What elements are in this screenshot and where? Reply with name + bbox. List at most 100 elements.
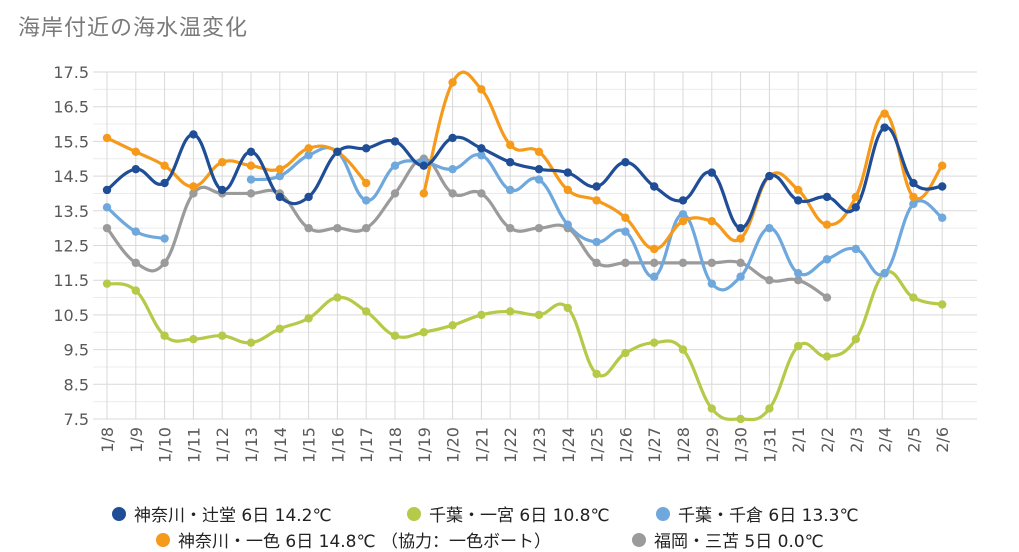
y-tick-label: 10.5 [53,306,89,325]
data-point [131,164,140,174]
data-point [477,310,486,320]
data-point [621,348,630,358]
legend-item-ichinomiya: 千葉・一宮 6日 10.8℃ [407,501,610,526]
series-line [105,136,368,189]
data-point [794,269,803,278]
series-points [102,78,947,424]
data-point [678,258,688,268]
data-point [160,331,169,340]
data-point [275,192,284,202]
data-point [822,352,832,361]
data-point [621,213,630,222]
y-tick-label: 17.5 [53,63,89,82]
y-tick-label: 16.5 [53,98,89,117]
legend-label: 福岡・三苫 5日 0.0℃ [654,532,824,552]
data-point [822,192,832,202]
data-point [794,341,803,351]
data-point [160,178,169,188]
data-point [246,189,256,198]
data-point [218,331,227,340]
data-point [275,324,284,333]
series-line [105,270,944,422]
data-point [506,223,515,233]
data-point [362,144,371,153]
data-point [362,178,371,188]
data-point [160,258,169,268]
x-tick-label: 1/29 [703,427,722,463]
x-tick-label: 2/2 [818,427,837,453]
data-point [362,307,371,316]
legend-marker [656,506,670,521]
legend-item-chikura: 千葉・千倉 6日 13.3℃ [656,501,859,526]
data-point [938,300,947,309]
data-point [419,161,428,170]
data-point [477,189,486,198]
data-point [275,171,284,181]
data-point [563,220,572,229]
y-tick-label: 14.5 [53,167,89,186]
legend-item-mitoma: 福岡・三苫 5日 0.0℃ [632,527,824,552]
data-point [822,255,832,264]
data-point [534,223,544,233]
data-point [880,109,889,118]
data-point [304,151,313,160]
data-point [419,189,428,198]
data-point [189,130,198,139]
data-point [736,234,745,243]
data-point [707,258,716,268]
data-point [851,203,860,212]
data-point [506,307,515,316]
data-point [678,345,688,354]
data-point [131,147,140,157]
data-point [160,234,169,243]
data-point [736,223,745,233]
data-point [275,164,284,174]
data-point [650,182,659,191]
data-point [477,151,486,160]
x-tick-label: 1/10 [156,427,175,463]
data-point [448,164,457,174]
data-point [794,276,803,285]
data-point [851,334,860,344]
data-point [304,223,313,233]
data-point [390,161,400,170]
data-point [189,182,198,191]
data-point [678,210,688,219]
legend-item-isshiki: 神奈川・一色 6日 14.8℃ （協力：一色ボート） [156,527,551,552]
data-point [362,223,371,233]
data-point [333,147,342,157]
data-point [765,171,774,181]
data-point [592,258,601,268]
legend-marker [407,506,421,521]
x-tick-label: 1/20 [444,427,463,463]
data-point [246,147,256,157]
x-tick-label: 1/18 [386,427,405,463]
data-point [218,158,227,167]
data-point [534,164,544,174]
y-tick-label: 12.5 [53,237,89,256]
data-point [189,189,198,198]
data-point [419,328,428,337]
data-point [678,196,688,205]
data-point [765,223,774,233]
data-point [650,272,659,281]
data-point [477,144,486,153]
data-point [592,196,601,205]
data-point [822,220,832,229]
x-tick-label: 1/26 [616,427,635,463]
data-point [880,123,889,132]
x-tick-label: 1/13 [242,427,261,463]
x-tick-label: 2/1 [789,427,808,453]
data-point [563,303,572,313]
y-tick-label: 15.5 [53,132,89,151]
data-point [765,276,774,285]
data-point [448,189,457,198]
data-point [592,369,601,379]
data-point [822,293,832,302]
data-point [650,244,659,254]
data-point [333,223,342,233]
data-point [851,244,860,254]
data-point [765,404,774,413]
legend-marker [632,532,646,547]
legend-label: 千葉・千倉 6日 13.3℃ [678,506,859,526]
